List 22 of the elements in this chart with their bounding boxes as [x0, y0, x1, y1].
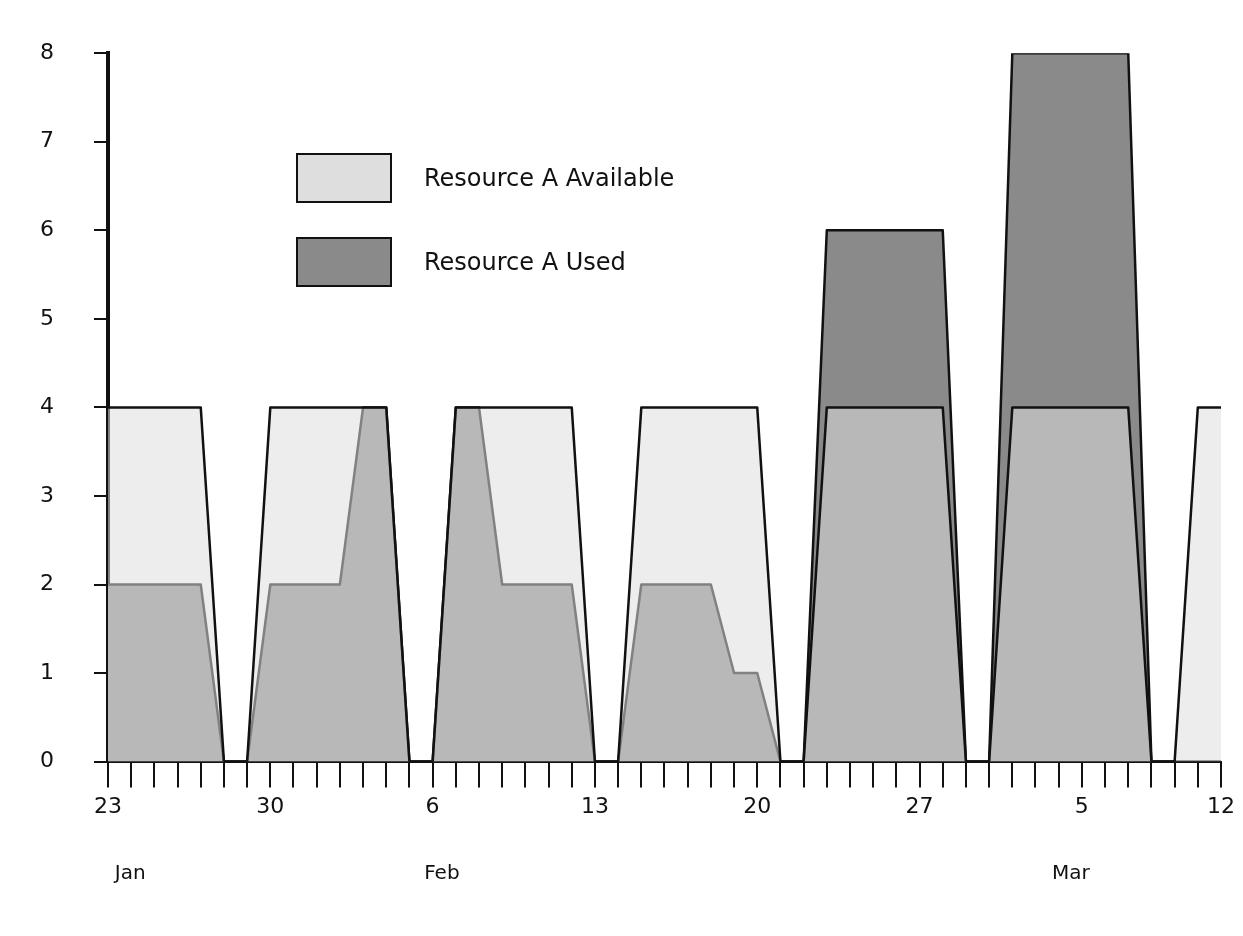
y-tick-label: 6: [40, 216, 54, 242]
y-tick-label: 3: [40, 481, 54, 507]
text: Jan: [112, 859, 146, 884]
x-tick-label: 27: [905, 792, 934, 818]
y-tick-label: 7: [40, 127, 54, 153]
y-tick-label: 0: [40, 747, 54, 773]
x-tick-label: 12: [1207, 792, 1235, 818]
x-tick-label: 6: [425, 792, 440, 818]
x-tick-label: 13: [580, 792, 609, 818]
y-tick-label: 2: [40, 570, 54, 596]
text: Mar: [1051, 859, 1091, 884]
legend-label: Resource A Used: [423, 248, 626, 277]
legend-label: Resource A Available: [423, 164, 675, 193]
y-tick-label: 5: [40, 304, 54, 330]
x-tick-label: 5: [1074, 792, 1089, 818]
y-tick-label: 8: [40, 38, 54, 64]
y-tick-label: 4: [40, 393, 54, 419]
x-tick-label: 30: [256, 792, 285, 818]
x-tick-label: 23: [94, 792, 122, 818]
x-tick-label: 20: [743, 792, 772, 818]
text: Feb: [424, 859, 460, 884]
y-tick-label: 1: [40, 658, 54, 684]
